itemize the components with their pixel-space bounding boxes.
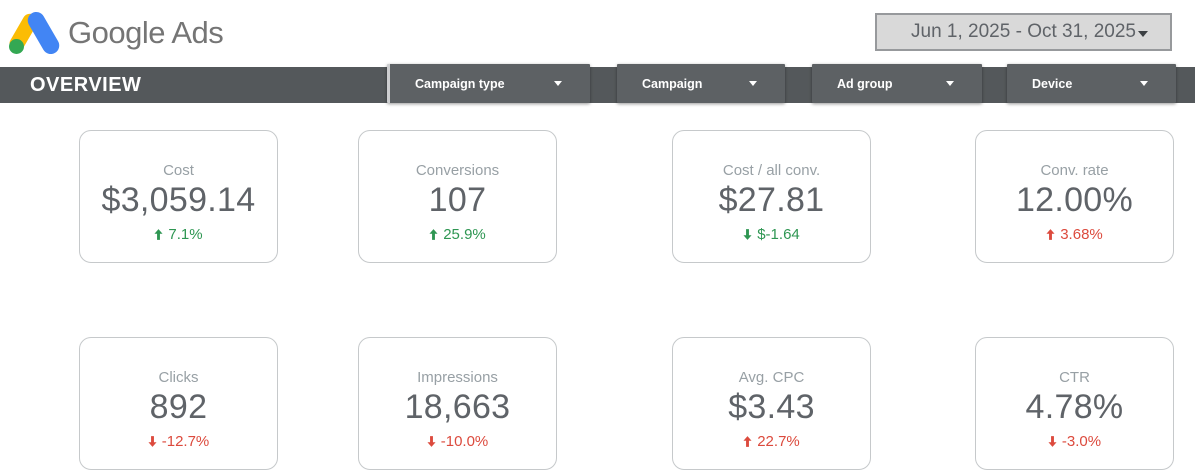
scorecard-clicks: Clicks 892 -12.7% bbox=[79, 337, 278, 470]
metric-delta: 3.68% bbox=[1046, 226, 1103, 243]
metric-label: Conversions bbox=[415, 162, 500, 180]
delta-text: -12.7% bbox=[161, 432, 210, 450]
scorecard-avg-cpc: Avg. CPC $3.43 22.7% bbox=[672, 337, 871, 470]
metric-delta: 7.1% bbox=[154, 225, 203, 243]
metric-label: Cost / all conv. bbox=[722, 162, 821, 180]
metric-value: $27.81 bbox=[718, 181, 825, 220]
delta-text: 22.7% bbox=[757, 432, 800, 450]
metric-value: $3.43 bbox=[728, 388, 815, 427]
chevron-down-icon bbox=[1138, 31, 1148, 37]
metric-value: 18,663 bbox=[404, 388, 511, 427]
metric-label: Avg. CPC bbox=[738, 369, 805, 387]
filter-label: Campaign bbox=[642, 76, 703, 91]
metric-label: Impressions bbox=[417, 369, 498, 387]
metric-delta: -3.0% bbox=[1048, 433, 1101, 450]
delta-text: 3.68% bbox=[1060, 225, 1103, 243]
scorecard-conv-rate: Conv. rate 12.00% 3.68% bbox=[975, 130, 1174, 263]
filter-ad-group[interactable]: Ad group bbox=[812, 64, 982, 103]
brand-title: Google Ads bbox=[68, 15, 224, 50]
scorecard-conversions: Conversions 107 25.9% bbox=[358, 130, 557, 263]
scorecard-ctr: CTR 4.78% -3.0% bbox=[975, 337, 1174, 470]
delta-text: -10.0% bbox=[440, 432, 489, 450]
metric-label: CTR bbox=[1059, 369, 1090, 387]
date-range-label: Jun 1, 2025 - Oct 31, 2025 bbox=[911, 21, 1136, 42]
metric-value: 12.00% bbox=[1015, 181, 1134, 220]
overview-bar: OVERVIEW Campaign type Campaign Ad group… bbox=[0, 64, 1195, 103]
metric-label: Cost bbox=[163, 162, 194, 180]
delta-text: 25.9% bbox=[443, 225, 486, 243]
metric-delta: $-1.64 bbox=[743, 226, 800, 243]
trend-down-icon bbox=[743, 228, 752, 240]
filter-label: Campaign type bbox=[415, 76, 505, 91]
filter-device[interactable]: Device bbox=[1007, 64, 1176, 103]
chevron-down-icon bbox=[554, 81, 562, 86]
metric-delta: 22.7% bbox=[743, 433, 800, 450]
google-ads-logo-icon bbox=[6, 8, 63, 58]
delta-text: $-1.64 bbox=[757, 225, 800, 243]
metric-value: $3,059.14 bbox=[101, 181, 256, 220]
chevron-down-icon bbox=[946, 81, 954, 86]
metric-delta: -12.7% bbox=[148, 432, 210, 450]
page-title: OVERVIEW bbox=[30, 73, 142, 96]
metric-label: Conv. rate bbox=[1040, 162, 1109, 180]
filter-campaign[interactable]: Campaign bbox=[617, 64, 785, 103]
scorecard-cost: Cost $3,059.14 7.1% bbox=[79, 130, 278, 263]
chevron-down-icon bbox=[749, 81, 757, 86]
trend-up-icon bbox=[154, 228, 163, 240]
chevron-down-icon bbox=[1140, 81, 1148, 86]
date-range-selector[interactable]: Jun 1, 2025 - Oct 31, 2025 bbox=[875, 13, 1172, 51]
trend-up-icon bbox=[1046, 228, 1055, 240]
logo-green-dot bbox=[9, 39, 24, 54]
metric-delta: 25.9% bbox=[429, 226, 486, 243]
metric-value: 107 bbox=[428, 181, 487, 220]
metric-label: Clicks bbox=[158, 369, 199, 387]
scorecard-impressions: Impressions 18,663 -10.0% bbox=[358, 337, 557, 470]
delta-text: 7.1% bbox=[168, 225, 203, 243]
metric-value: 4.78% bbox=[1025, 388, 1124, 427]
trend-down-icon bbox=[427, 435, 436, 447]
delta-text: -3.0% bbox=[1061, 432, 1102, 450]
metric-delta: -10.0% bbox=[427, 432, 489, 450]
trend-down-icon bbox=[148, 435, 157, 447]
filter-campaign-type[interactable]: Campaign type bbox=[387, 64, 590, 103]
metric-value: 892 bbox=[149, 388, 208, 427]
filter-label: Ad group bbox=[837, 76, 893, 91]
filter-label: Device bbox=[1032, 76, 1073, 91]
scorecard-cost-per-conv: Cost / all conv. $27.81 $-1.64 bbox=[672, 130, 871, 263]
trend-down-icon bbox=[1048, 435, 1057, 447]
trend-up-icon bbox=[429, 228, 438, 240]
trend-up-icon bbox=[743, 435, 752, 447]
